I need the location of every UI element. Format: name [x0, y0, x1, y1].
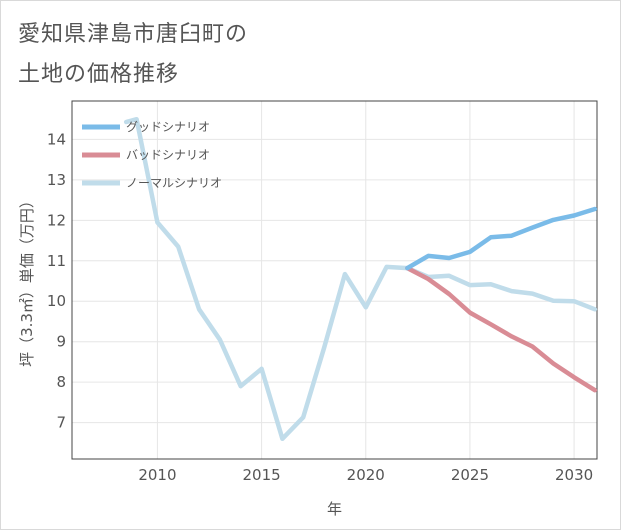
x-tick-label-2020: 2020	[347, 466, 385, 484]
y-tick-label-9: 9	[56, 333, 66, 351]
y-tick-label-14: 14	[47, 130, 66, 148]
legend-label-1: バッドシナリオ	[126, 148, 210, 162]
series-line-0	[405, 206, 598, 271]
y-tick-label-10: 10	[47, 292, 66, 310]
y-tick-label-7: 7	[56, 414, 66, 432]
chart-title-line-2: 土地の価格推移	[18, 62, 180, 87]
plot-border	[71, 100, 598, 460]
legend-label-0: グッドシナリオ	[126, 120, 210, 134]
series-line-1	[405, 265, 598, 393]
y-tick-label-11: 11	[47, 252, 66, 270]
x-tick-label-2025: 2025	[451, 466, 489, 484]
plot-area	[72, 101, 597, 459]
y-tick-label-13: 13	[47, 171, 66, 189]
series-line-2	[123, 116, 598, 442]
x-tick-label-2010: 2010	[138, 466, 176, 484]
y-tick-label-12: 12	[47, 211, 66, 229]
legend-label-2: ノーマルシナリオ	[126, 176, 222, 190]
y-tick-label-8: 8	[56, 373, 66, 391]
x-axis-title: 年	[327, 500, 342, 518]
x-tick-label-2015: 2015	[242, 466, 280, 484]
y-axis-title: 坪（3.3㎡）単価（万円）	[18, 193, 36, 367]
chart-title-line-1: 愛知県津島市唐臼町の	[18, 22, 249, 47]
x-tick-label-2030: 2030	[555, 466, 593, 484]
